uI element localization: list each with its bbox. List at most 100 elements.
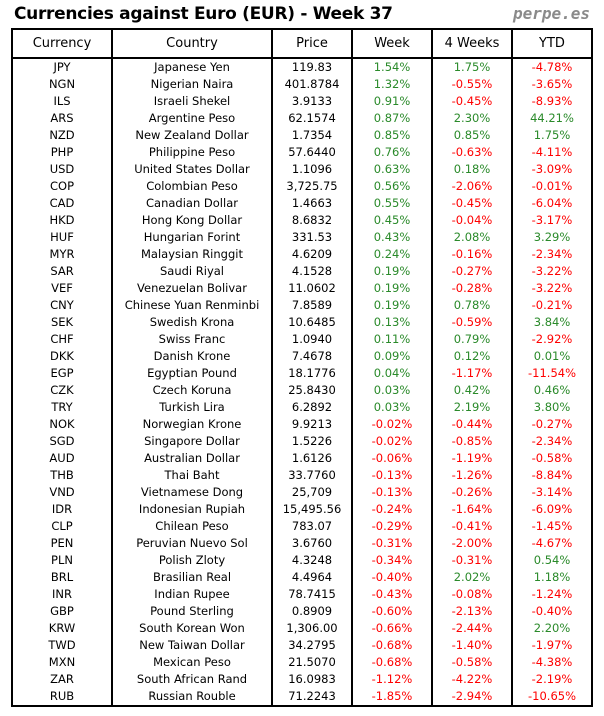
currency-code-cell: BRL (11, 569, 112, 586)
currency-code-cell: NGN (11, 76, 112, 93)
price-cell: 8.6832 (271, 212, 352, 229)
price-cell: 25,709 (271, 484, 352, 501)
country-name-cell: Malaysian Ringgit (111, 246, 272, 263)
week-change-cell: 0.56% (351, 178, 432, 195)
price-cell: 10.6485 (271, 314, 352, 331)
currency-code-cell: RUB (11, 688, 112, 706)
currency-code-cell: ILS (11, 93, 112, 110)
table-row: ARS Argentine Peso 62.1574 0.87% 2.30% 44.21% (11, 110, 592, 127)
ytd-change-cell: -3.22% (511, 263, 592, 280)
table-row: ILS Israeli Shekel 3.9133 0.91% -0.45% -8.93% (11, 93, 592, 110)
country-name-cell: Israeli Shekel (111, 93, 272, 110)
table-row: IDR Indonesian Rupiah 15,495.56 -0.24% -1.64… (11, 501, 592, 518)
ytd-change-cell: -10.65% (511, 688, 592, 706)
price-cell: 3.6760 (271, 535, 352, 552)
country-name-cell: South Korean Won (111, 620, 272, 637)
price-cell: 16.0983 (271, 671, 352, 688)
currency-code-cell: VEF (11, 280, 112, 297)
country-name-cell: Norwegian Krone (111, 416, 272, 433)
week-change-cell: -0.68% (351, 654, 432, 671)
ytd-change-cell: -0.58% (511, 450, 592, 467)
header-4-weeks: 4 Weeks (431, 29, 512, 59)
four-weeks-change-cell: -0.31% (431, 552, 512, 569)
week-change-cell: -0.31% (351, 535, 432, 552)
currency-code-cell: HKD (11, 212, 112, 229)
four-weeks-change-cell: -0.16% (431, 246, 512, 263)
table-row: ZAR South African Rand 16.0983 -1.12% -4.22%… (11, 671, 592, 688)
ytd-change-cell: -3.65% (511, 76, 592, 93)
price-cell: 1.6126 (271, 450, 352, 467)
table-row: HKD Hong Kong Dollar 8.6832 0.45% -0.04% -3.1… (11, 212, 592, 229)
week-change-cell: -0.02% (351, 416, 432, 433)
header-country: Country (111, 29, 272, 59)
four-weeks-change-cell: -0.58% (431, 654, 512, 671)
country-name-cell: Danish Krone (111, 348, 272, 365)
ytd-change-cell: 3.84% (511, 314, 592, 331)
week-change-cell: -0.02% (351, 433, 432, 450)
country-name-cell: Polish Zloty (111, 552, 272, 569)
four-weeks-change-cell: -1.17% (431, 365, 512, 382)
header-row: Currency Country Price Week 4 Weeks YTD (11, 29, 592, 59)
ytd-change-cell: -4.78% (511, 58, 592, 76)
ytd-change-cell: -3.14% (511, 484, 592, 501)
price-cell: 4.4964 (271, 569, 352, 586)
four-weeks-change-cell: -2.00% (431, 535, 512, 552)
four-weeks-change-cell: 0.85% (431, 127, 512, 144)
week-change-cell: 0.19% (351, 280, 432, 297)
table-row: NGN Nigerian Naira 401.8784 1.32% -0.55% -3.6… (11, 76, 592, 93)
four-weeks-change-cell: -2.06% (431, 178, 512, 195)
currency-code-cell: TWD (11, 637, 112, 654)
currency-code-cell: EGP (11, 365, 112, 382)
table-body: JPY Japanese Yen 119.83 1.54% 1.75% -4.78% NGN… (11, 58, 592, 706)
price-cell: 25.8430 (271, 382, 352, 399)
ytd-change-cell: -1.45% (511, 518, 592, 535)
ytd-change-cell: -4.67% (511, 535, 592, 552)
week-change-cell: 0.91% (351, 93, 432, 110)
week-change-cell: 0.85% (351, 127, 432, 144)
country-name-cell: Mexican Peso (111, 654, 272, 671)
table-row: KRW South Korean Won 1,306.00 -0.66% -2.44% 2… (11, 620, 592, 637)
ytd-change-cell: -2.34% (511, 433, 592, 450)
four-weeks-change-cell: -0.44% (431, 416, 512, 433)
week-change-cell: 0.76% (351, 144, 432, 161)
four-weeks-change-cell: 0.78% (431, 297, 512, 314)
four-weeks-change-cell: -0.63% (431, 144, 512, 161)
four-weeks-change-cell: 0.42% (431, 382, 512, 399)
table-row: THB Thai Baht 33.7760 -0.13% -1.26% -8.84% (11, 467, 592, 484)
currency-code-cell: PEN (11, 535, 112, 552)
table-row: AUD Australian Dollar 1.6126 -0.06% -1.19% -0… (11, 450, 592, 467)
country-name-cell: Indonesian Rupiah (111, 501, 272, 518)
week-change-cell: -0.24% (351, 501, 432, 518)
header-currency: Currency (11, 29, 112, 59)
four-weeks-change-cell: 2.08% (431, 229, 512, 246)
week-change-cell: -0.66% (351, 620, 432, 637)
currency-code-cell: MYR (11, 246, 112, 263)
week-change-cell: 0.43% (351, 229, 432, 246)
table-row: SGD Singapore Dollar 1.5226 -0.02% -0.85% -2.… (11, 433, 592, 450)
price-cell: 0.8909 (271, 603, 352, 620)
four-weeks-change-cell: -0.26% (431, 484, 512, 501)
header-ytd: YTD (511, 29, 592, 59)
ytd-change-cell: 0.46% (511, 382, 592, 399)
price-cell: 1.4663 (271, 195, 352, 212)
table-row: DKK Danish Krone 7.4678 0.09% 0.12% 0.01% (11, 348, 592, 365)
country-name-cell: Indian Rupee (111, 586, 272, 603)
country-name-cell: Chinese Yuan Renminbi (111, 297, 272, 314)
table-row: COP Colombian Peso 3,725.75 0.56% -2.06% -0.0… (11, 178, 592, 195)
four-weeks-change-cell: -0.41% (431, 518, 512, 535)
country-name-cell: Saudi Riyal (111, 263, 272, 280)
ytd-change-cell: 3.80% (511, 399, 592, 416)
ytd-change-cell: -6.09% (511, 501, 592, 518)
week-change-cell: 0.03% (351, 399, 432, 416)
currency-code-cell: SEK (11, 314, 112, 331)
four-weeks-change-cell: 2.19% (431, 399, 512, 416)
price-cell: 1,306.00 (271, 620, 352, 637)
country-name-cell: Russian Rouble (111, 688, 272, 706)
currency-code-cell: GBP (11, 603, 112, 620)
country-name-cell: Turkish Lira (111, 399, 272, 416)
currency-code-cell: AUD (11, 450, 112, 467)
country-name-cell: Venezuelan Bolivar (111, 280, 272, 297)
price-cell: 401.8784 (271, 76, 352, 93)
week-change-cell: 0.13% (351, 314, 432, 331)
table-row: PHP Philippine Peso 57.6440 0.76% -0.63% -4.1… (11, 144, 592, 161)
